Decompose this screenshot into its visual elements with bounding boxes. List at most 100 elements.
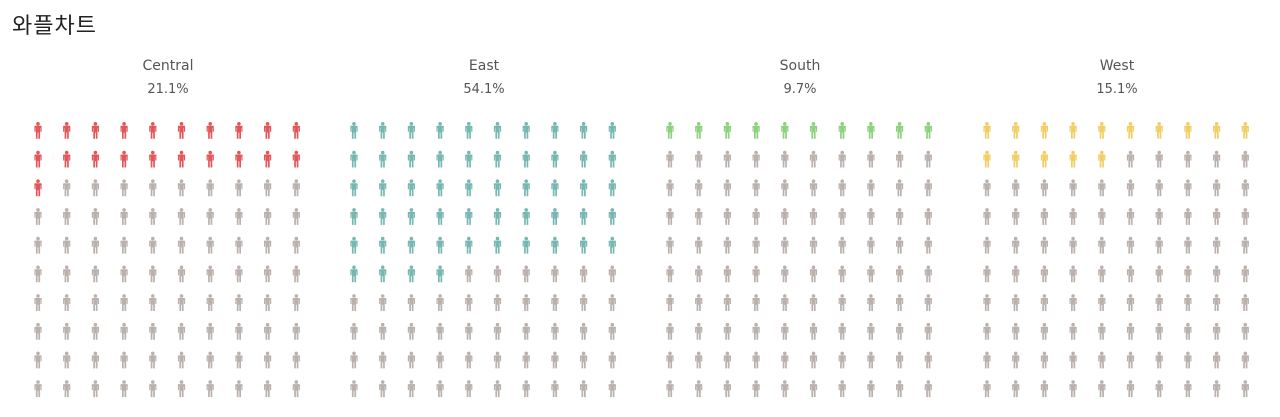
person-icon-filled bbox=[608, 236, 616, 254]
person-icon-empty bbox=[1012, 208, 1020, 225]
person-icon-empty bbox=[781, 150, 789, 168]
person-icon-empty bbox=[983, 380, 991, 398]
person-icon-empty bbox=[1213, 179, 1221, 197]
person-icon-empty bbox=[264, 208, 272, 225]
person-icon-empty bbox=[695, 208, 703, 225]
person-icon-empty bbox=[264, 380, 272, 398]
person-icon-filled bbox=[1040, 150, 1048, 168]
person-icon-empty bbox=[91, 294, 99, 311]
person-icon-empty bbox=[867, 179, 875, 197]
person-icon-empty bbox=[781, 380, 789, 398]
person-icon-filled bbox=[120, 150, 128, 168]
person-icon-empty bbox=[407, 294, 415, 311]
person-icon-empty bbox=[34, 322, 42, 340]
person-icon-filled bbox=[407, 122, 415, 139]
person-icon-empty bbox=[34, 208, 42, 225]
person-icon-filled bbox=[580, 236, 588, 254]
person-icon-empty bbox=[1040, 380, 1048, 398]
person-icon-filled bbox=[407, 236, 415, 254]
person-icon-empty bbox=[983, 179, 991, 197]
person-icon-empty bbox=[1155, 179, 1163, 197]
person-icon-empty bbox=[580, 351, 588, 369]
person-icon-empty bbox=[465, 265, 473, 283]
person-icon-empty bbox=[551, 265, 559, 283]
person-icon-filled bbox=[379, 208, 387, 225]
person-icon-filled bbox=[1098, 122, 1106, 139]
person-icon-empty bbox=[666, 208, 674, 225]
person-icon-empty bbox=[63, 351, 71, 369]
person-icon-empty bbox=[723, 208, 731, 225]
person-icon-empty bbox=[695, 351, 703, 369]
person-icon-empty bbox=[608, 351, 616, 369]
person-icon-empty bbox=[838, 208, 846, 225]
person-icon-empty bbox=[666, 179, 674, 197]
person-icon-empty bbox=[580, 380, 588, 398]
person-icon-empty bbox=[1040, 236, 1048, 254]
person-icon-filled bbox=[493, 179, 502, 197]
person-icon-empty bbox=[809, 236, 818, 254]
person-icon-empty bbox=[1241, 380, 1249, 398]
person-icon-empty bbox=[1241, 179, 1249, 197]
person-icon-empty bbox=[723, 150, 731, 168]
person-icon-empty bbox=[838, 150, 846, 168]
person-icon-empty bbox=[1155, 294, 1163, 311]
person-icon-empty bbox=[436, 380, 444, 398]
person-icon-filled bbox=[407, 265, 415, 283]
person-icon-empty bbox=[838, 322, 846, 340]
person-icon-empty bbox=[465, 380, 473, 398]
person-icon-empty bbox=[63, 265, 71, 283]
person-icon-empty bbox=[235, 208, 243, 225]
person-icon-filled bbox=[1012, 122, 1020, 139]
person-icon-empty bbox=[120, 265, 128, 283]
person-icon-empty bbox=[983, 294, 991, 311]
person-icon-empty bbox=[350, 294, 358, 311]
person-icon-empty bbox=[580, 294, 588, 311]
person-icon-empty bbox=[896, 236, 904, 254]
person-icon-empty bbox=[292, 179, 300, 197]
person-icon-empty bbox=[235, 236, 243, 254]
person-icon-empty bbox=[206, 380, 214, 398]
person-icon-empty bbox=[206, 294, 214, 311]
person-icon-filled bbox=[436, 236, 444, 254]
person-icon-filled bbox=[608, 179, 616, 197]
person-icon-filled bbox=[206, 122, 214, 139]
person-icon-empty bbox=[292, 265, 300, 283]
person-icon-empty bbox=[781, 236, 789, 254]
person-icon-empty bbox=[781, 208, 789, 225]
person-icon-empty bbox=[177, 322, 186, 340]
person-icon-empty bbox=[1155, 236, 1163, 254]
person-icon-empty bbox=[1241, 150, 1249, 168]
person-icon-filled bbox=[379, 179, 387, 197]
person-icon-empty bbox=[264, 265, 272, 283]
person-icon-empty bbox=[838, 294, 846, 311]
person-icon-filled bbox=[1213, 122, 1221, 139]
person-icon-empty bbox=[695, 380, 703, 398]
person-icon-empty bbox=[924, 150, 932, 168]
person-icon-empty bbox=[924, 179, 932, 197]
person-icon-empty bbox=[983, 236, 991, 254]
waffle-panel-west: West 15.1% bbox=[977, 56, 1257, 406]
person-icon-empty bbox=[206, 265, 214, 283]
waffle-grid-west bbox=[983, 122, 1249, 398]
person-icon-empty bbox=[924, 208, 932, 225]
person-icon-filled bbox=[781, 122, 789, 139]
person-icon-empty bbox=[924, 294, 932, 311]
person-icon-empty bbox=[522, 294, 530, 311]
person-icon-empty bbox=[235, 351, 243, 369]
person-icon-empty bbox=[235, 265, 243, 283]
person-icon-empty bbox=[350, 351, 358, 369]
person-icon-filled bbox=[752, 122, 760, 139]
person-icon-empty bbox=[206, 179, 214, 197]
person-icon-empty bbox=[695, 150, 703, 168]
person-icon-empty bbox=[493, 294, 502, 311]
person-icon-filled bbox=[436, 265, 444, 283]
person-icon-empty bbox=[264, 179, 272, 197]
person-icon-empty bbox=[63, 380, 71, 398]
person-icon-empty bbox=[1098, 294, 1106, 311]
waffle-panel-south: South 9.7% bbox=[660, 56, 940, 406]
waffle-grid-central bbox=[34, 122, 300, 398]
person-icon-empty bbox=[34, 265, 42, 283]
person-icon-empty bbox=[752, 380, 760, 398]
person-icon-empty bbox=[292, 322, 300, 340]
person-icon-empty bbox=[206, 351, 214, 369]
